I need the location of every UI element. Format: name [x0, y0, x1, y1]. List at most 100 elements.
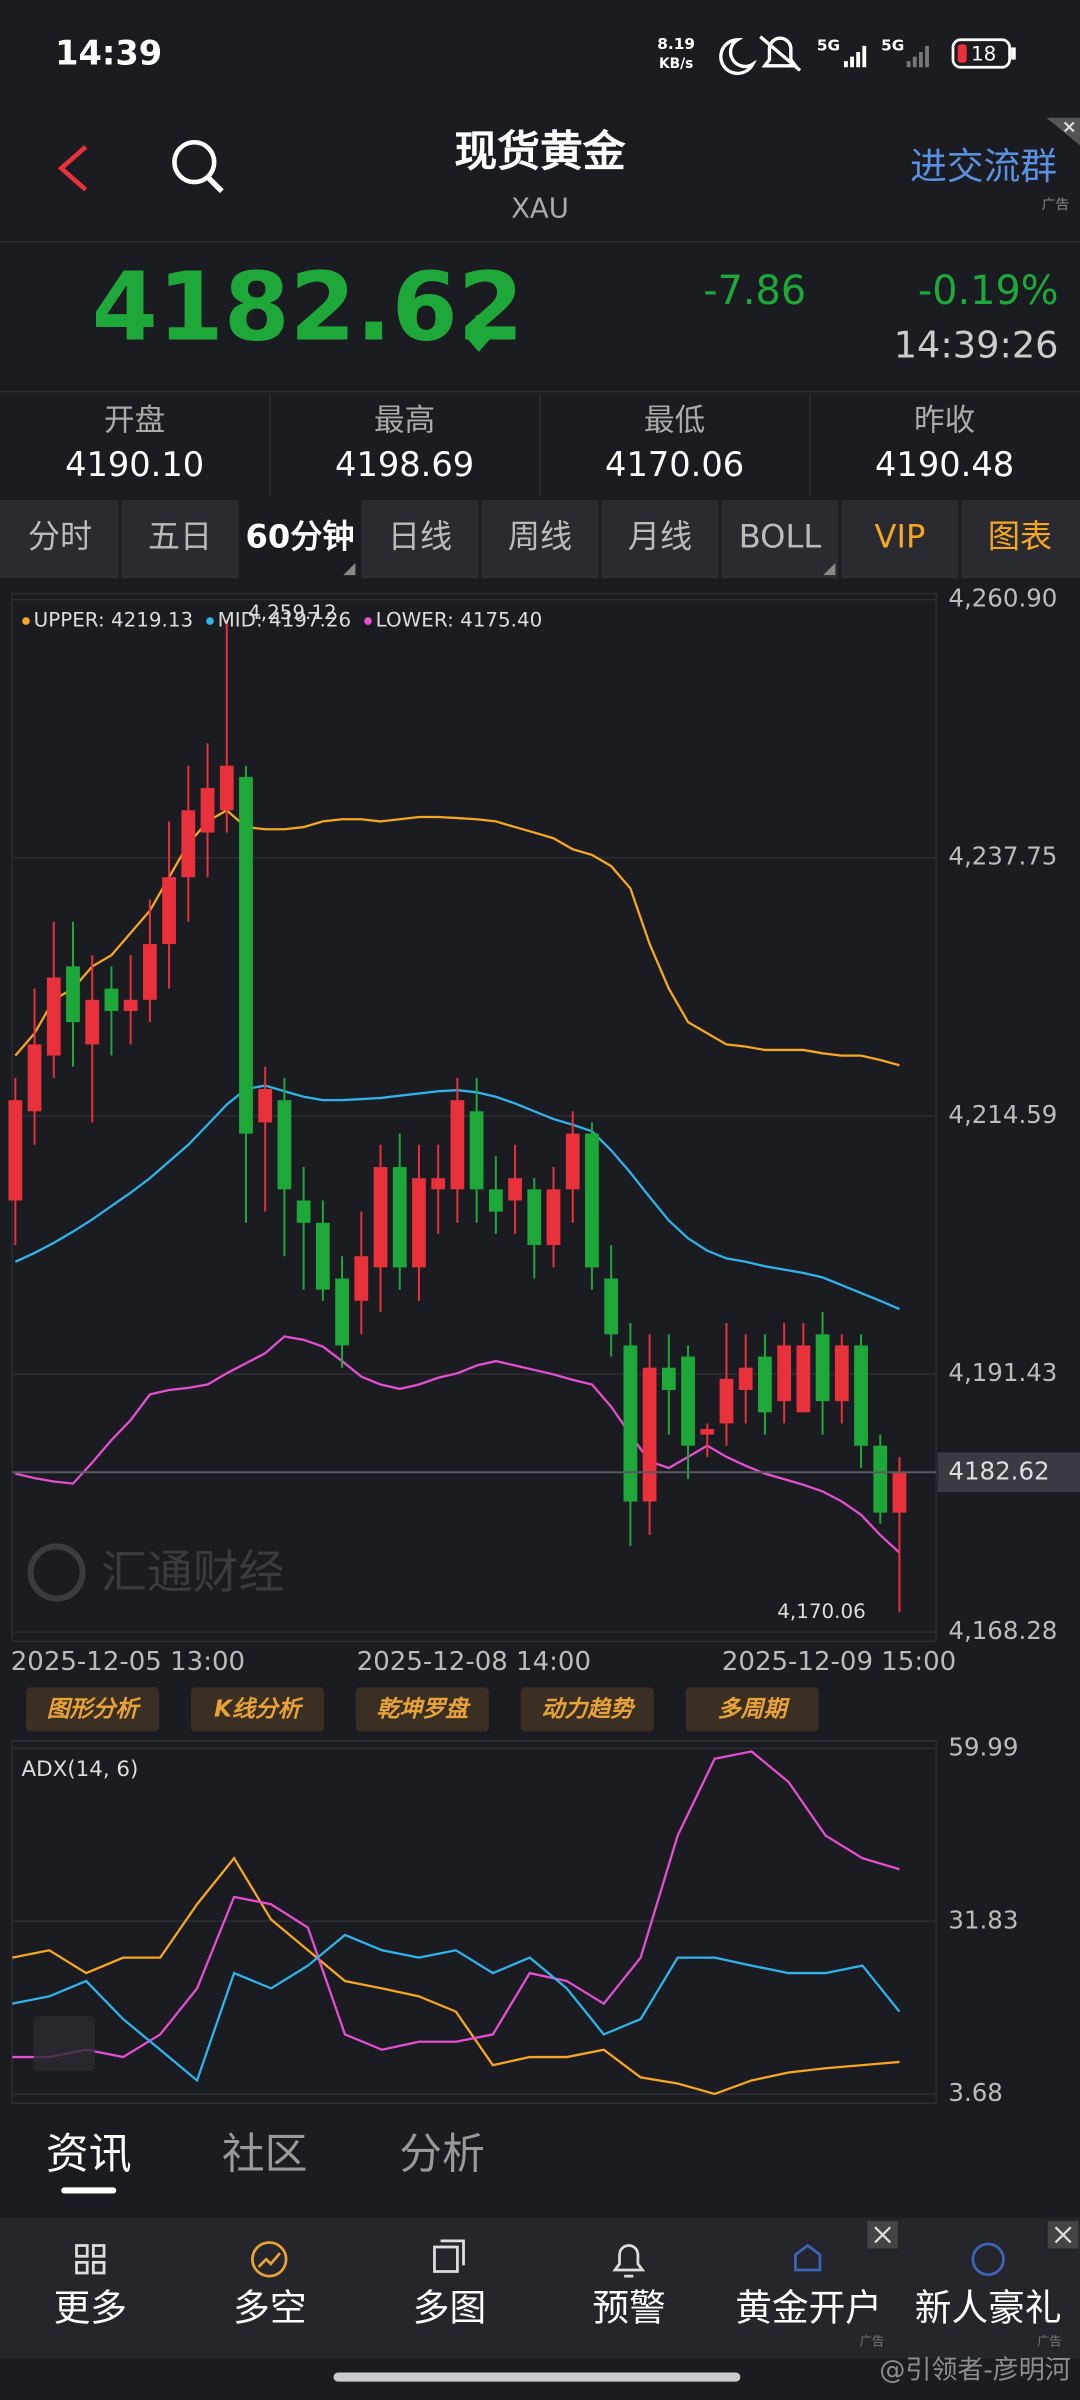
news-tab[interactable]: 资讯 — [46, 2129, 132, 2179]
tab[interactable]: 周线 — [508, 517, 572, 555]
adx-line — [12, 1750, 900, 2059]
candle-body — [604, 1278, 619, 1335]
net-speed: 8.19 — [657, 35, 695, 53]
stat-value: 4190.10 — [65, 445, 204, 484]
candle-body — [623, 1345, 638, 1502]
candle-body — [700, 1429, 715, 1435]
down-arrow — [465, 315, 492, 352]
nav-label[interactable]: 新人豪礼 — [915, 2286, 1062, 2329]
candle-body — [431, 1178, 446, 1190]
candle-body — [854, 1345, 868, 1446]
tab-selected-bg — [240, 500, 361, 579]
candle-body — [373, 1167, 388, 1268]
nav-label[interactable]: 黄金开户 — [735, 2286, 882, 2329]
candle-body — [412, 1178, 426, 1268]
adx-line — [12, 1933, 901, 2083]
chart-watermark: 汇通财经 — [101, 1545, 285, 1599]
candle-body — [585, 1133, 599, 1268]
high-annotation: 4,259.12 — [248, 601, 337, 624]
candle-body — [815, 1334, 830, 1402]
candle-body — [277, 1100, 292, 1190]
longshort-line — [257, 2252, 282, 2268]
battery — [951, 38, 1011, 69]
tab[interactable]: 日线 — [388, 517, 452, 555]
tool-button[interactable] — [355, 1687, 489, 1732]
news-tab[interactable]: 分析 — [399, 2129, 485, 2179]
tab[interactable]: 60分钟 — [246, 517, 355, 555]
stat-label: 最高 — [374, 404, 435, 439]
candle-body — [315, 1222, 330, 1290]
tool-label: 动力趋势 — [541, 1697, 636, 1723]
candle-body — [488, 1189, 503, 1212]
ad-tag: 广告 — [1042, 197, 1070, 213]
candle-body — [335, 1278, 349, 1346]
tab[interactable]: 月线 — [628, 517, 692, 555]
news-tab[interactable]: 社区 — [222, 2129, 308, 2179]
ad-tag: 广告 — [1037, 2334, 1061, 2348]
tab[interactable]: BOLL — [739, 517, 822, 555]
tab[interactable]: 分时 — [28, 517, 92, 555]
watermark-logo — [27, 1543, 86, 1602]
tab-bar — [0, 500, 1080, 579]
nav-label[interactable]: 多空 — [233, 2286, 306, 2329]
search-handle — [206, 175, 224, 194]
nav-label[interactable]: 多图 — [413, 2286, 486, 2329]
y-tick-label: 31.83 — [948, 1905, 1018, 1934]
tab[interactable]: 图表 — [988, 517, 1052, 555]
candle-body — [219, 765, 234, 811]
tool-buttons: 图形分析 K线分析 乾坤罗盘 动力趋势 多周期 — [26, 1687, 819, 1732]
stat-label: 开盘 — [104, 404, 165, 439]
candle-body — [873, 1445, 888, 1513]
battery-text: 18 — [971, 43, 996, 66]
tab[interactable]: 五日 — [148, 517, 212, 555]
y-tick-label: 59.99 — [948, 1732, 1018, 1761]
y-tick-label: 4,214.59 — [948, 1100, 1057, 1129]
stats-row: 开盘 4190.10 最高 4198.69 最低 4170.06 昨收 4190.48 — [65, 394, 1014, 496]
candle-body — [834, 1345, 849, 1402]
battery-level — [957, 44, 967, 63]
signal-label: 5G — [817, 36, 840, 54]
tool-label: K线分析 — [214, 1697, 304, 1723]
back-button[interactable] — [57, 145, 88, 192]
signal-icon — [844, 45, 867, 68]
x-tick-label: 2025-12-05 13:00 — [11, 1647, 245, 1677]
adx-chart: 59.99 31.83 3.68 ADX(14, 6) — [11, 1732, 1018, 2107]
tool-button[interactable] — [26, 1687, 160, 1732]
nav-icons — [75, 2239, 1005, 2278]
y-tick-label: 4,168.28 — [948, 1616, 1057, 1645]
tool-button[interactable] — [685, 1687, 819, 1732]
tool-label: 多周期 — [718, 1697, 791, 1723]
candle-body — [450, 1100, 465, 1190]
candle-body — [565, 1133, 580, 1190]
last-price-box — [937, 1452, 1080, 1493]
stat-value: 4190.48 — [875, 445, 1014, 484]
candle-body — [162, 877, 176, 945]
tab[interactable]: VIP — [875, 517, 926, 555]
y-tick-label: 3.68 — [948, 2078, 1002, 2107]
y-tick-label: 4,237.75 — [948, 842, 1057, 871]
candle-body — [681, 1356, 695, 1446]
candle-body — [354, 1256, 369, 1301]
candle-body — [777, 1345, 792, 1402]
tool-button[interactable] — [190, 1687, 325, 1732]
quote-change: -7.86 — [703, 268, 806, 314]
quote-time: 14:39:26 — [894, 324, 1059, 367]
tool-button[interactable] — [520, 1687, 654, 1732]
low-annotation: 4,170.06 — [777, 1600, 866, 1623]
alert-icon — [612, 2244, 646, 2278]
search-button[interactable] — [172, 139, 217, 185]
x-tick-label: 2025-12-09 15:00 — [722, 1647, 956, 1677]
nav-label[interactable]: 预警 — [592, 2286, 665, 2329]
legend-label: LOWER: 4175.40 — [376, 609, 543, 632]
longshort-icon — [251, 2241, 288, 2278]
candle-body — [527, 1189, 542, 1246]
group-ad-button[interactable]: 进交流群 — [910, 145, 1057, 188]
fullscreen-button[interactable] — [33, 2016, 95, 2072]
candle-body — [719, 1378, 734, 1424]
page-title: 现货黄金 — [454, 127, 625, 177]
nav-label[interactable]: 更多 — [54, 2286, 127, 2329]
account-icon — [794, 2243, 822, 2272]
tab-dropdown-mark — [823, 562, 836, 576]
